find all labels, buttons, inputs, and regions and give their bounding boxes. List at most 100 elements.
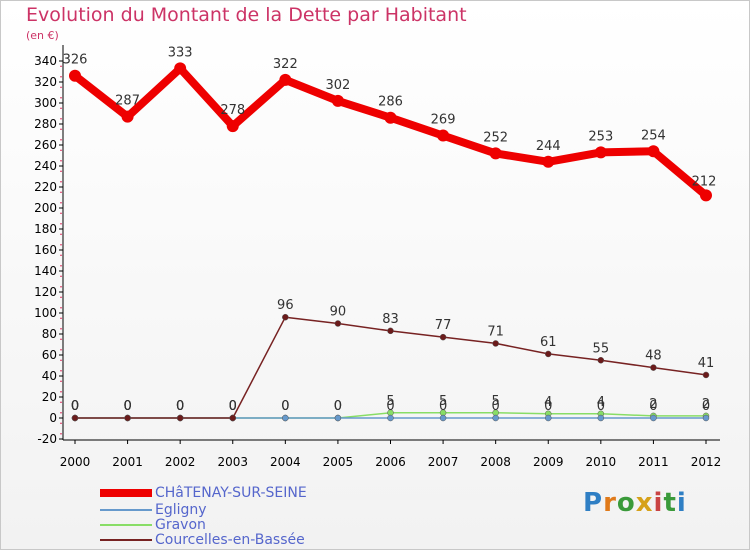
data-label: 0: [492, 399, 500, 414]
y-minor-tick: [60, 86, 62, 89]
data-label: 244: [536, 139, 561, 154]
y-tick-label: 260: [34, 138, 57, 152]
data-label: 0: [71, 399, 79, 414]
data-point: [597, 357, 605, 364]
x-tick-label: 2007: [428, 455, 459, 469]
legend-label: Egligny: [155, 502, 207, 518]
data-point: [437, 129, 450, 142]
data-point: [489, 147, 502, 160]
data-label: 96: [277, 298, 294, 313]
data-point: [597, 414, 605, 422]
data-point: [647, 145, 660, 158]
data-point: [439, 414, 447, 422]
data-label: 0: [702, 399, 710, 414]
data-label: 212: [692, 174, 717, 189]
y-minor-tick: [60, 338, 62, 341]
y-tick-label: 280: [34, 117, 57, 131]
data-point: [702, 371, 710, 379]
data-point: [545, 350, 552, 358]
data-label: 2: [702, 397, 710, 412]
data-point: [229, 414, 236, 422]
y-minor-tick: [60, 275, 62, 278]
data-point: [492, 414, 499, 422]
y-minor-tick: [60, 117, 62, 120]
y-minor-tick: [60, 285, 62, 288]
logo-letter: x: [635, 488, 654, 518]
y-minor-tick: [60, 180, 62, 183]
data-label: 333: [168, 45, 193, 60]
data-label: 0: [281, 399, 289, 414]
x-tick-label: 2005: [323, 455, 354, 469]
chart-title: Evolution du Montant de la Dette par Hab…: [26, 4, 467, 26]
data-label: 326: [63, 53, 88, 68]
data-label: 278: [220, 103, 245, 118]
data-point: [650, 414, 657, 422]
data-label: 0: [229, 399, 237, 414]
y-tick-label: 20: [42, 390, 57, 404]
data-point: [387, 414, 394, 422]
data-point: [334, 320, 342, 327]
data-point: [650, 364, 657, 371]
data-label: 0: [176, 399, 184, 414]
data-label: 71: [487, 324, 504, 339]
logo-letter: P: [583, 488, 604, 518]
data-label: 287: [115, 94, 140, 109]
data-point: [121, 110, 134, 123]
data-point: [174, 62, 187, 75]
data-point: [331, 94, 344, 107]
data-label: 2: [649, 397, 657, 412]
y-minor-tick: [60, 411, 62, 414]
y-tick-label: 80: [42, 327, 57, 341]
data-label: 0: [439, 399, 447, 414]
y-minor-tick: [60, 359, 62, 362]
data-label: 0: [229, 399, 237, 414]
data-point: [384, 111, 397, 124]
x-tick-label: 2012: [691, 455, 722, 469]
y-tick-label: 340: [34, 54, 57, 68]
data-label: 77: [435, 318, 452, 333]
y-minor-tick: [60, 159, 62, 162]
data-label: 0: [123, 399, 131, 414]
data-label: 5: [386, 394, 394, 409]
y-minor-tick: [60, 306, 62, 309]
y-tick-label: 300: [34, 96, 57, 110]
data-label: 0: [123, 399, 131, 414]
y-minor-tick: [60, 138, 62, 141]
y-minor-tick: [60, 254, 62, 257]
data-point: [279, 73, 292, 86]
y-tick-label: 220: [34, 180, 57, 194]
x-tick-label: 2008: [480, 455, 511, 469]
x-tick-label: 2006: [375, 455, 406, 469]
data-point: [226, 120, 239, 133]
data-label: 253: [588, 129, 613, 144]
data-label: 0: [71, 399, 79, 414]
data-label: 4: [544, 395, 552, 410]
data-label: 0: [386, 399, 394, 414]
y-tick-label: 120: [34, 285, 57, 299]
legend-swatch: [100, 489, 152, 497]
y-minor-tick: [60, 401, 62, 404]
y-tick-label: 0: [49, 411, 57, 425]
data-label: 0: [544, 399, 552, 414]
data-label: 5: [492, 394, 500, 409]
y-tick-label: 100: [34, 306, 57, 320]
data-point: [71, 414, 79, 422]
x-tick-label: 2002: [165, 455, 196, 469]
y-tick-label: 160: [34, 243, 57, 257]
data-label: 55: [593, 341, 610, 356]
x-tick-label: 2003: [217, 455, 248, 469]
data-label: 0: [71, 399, 79, 414]
data-label: 286: [378, 95, 403, 110]
y-tick-label: 240: [34, 159, 57, 173]
y-tick-label: 40: [42, 369, 57, 383]
y-minor-tick: [60, 432, 62, 435]
data-label: 0: [649, 399, 657, 414]
y-minor-tick: [60, 201, 62, 204]
y-minor-tick: [60, 65, 62, 68]
data-point: [69, 69, 81, 82]
data-point: [492, 340, 499, 347]
data-label: 302: [326, 78, 351, 93]
data-point: [700, 189, 712, 202]
x-tick-label: 2009: [533, 455, 564, 469]
